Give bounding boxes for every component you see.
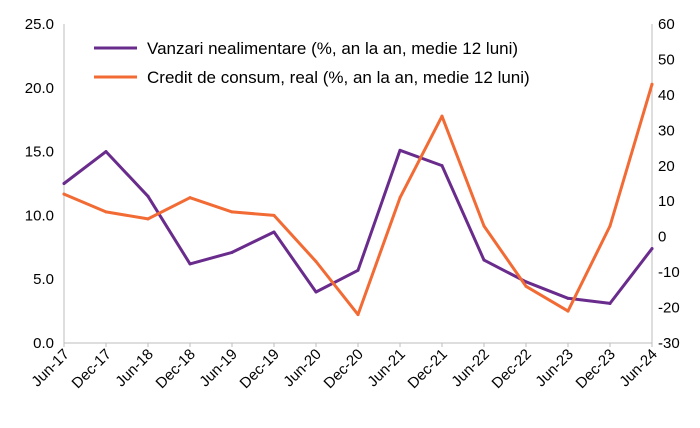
y-left-tick-label: 25.0 [25, 16, 54, 33]
series-line-0 [62, 148, 654, 305]
series-1-point [62, 192, 66, 196]
x-tick-label: Dec-17 [69, 346, 115, 392]
series-1-point [566, 309, 570, 313]
y-right-tick-label: -20 [658, 300, 680, 317]
series-1-point [146, 217, 150, 221]
x-tick-label: Dec-20 [321, 346, 367, 392]
series-0-point [482, 258, 486, 262]
legend-label-credit: Credit de consum, real (%, an la an, med… [147, 68, 530, 87]
y-left-tick-label: 15.0 [25, 144, 54, 161]
series-0-point [314, 290, 318, 294]
y-right-tick-label: 60 [658, 16, 675, 33]
series-1-point [104, 210, 108, 214]
series-1-point [524, 284, 528, 288]
x-tick-label: Jun-23 [532, 346, 576, 390]
legend-label-vanzari: Vanzari nealimentare (%, an la an, medie… [147, 39, 518, 58]
y-left-tick-label: 10.0 [25, 207, 54, 224]
series-0-point [188, 262, 192, 266]
series-0-point [146, 194, 150, 198]
series-1-point [398, 196, 402, 200]
y-right-tick-label: 50 [658, 51, 675, 68]
series-1-point [188, 196, 192, 200]
x-tick-label: Dec-18 [153, 346, 199, 392]
legend: Vanzari nealimentare (%, an la an, medie… [94, 39, 530, 87]
series-0-point [398, 148, 402, 152]
series-0-point [104, 150, 108, 154]
series-1-point [482, 224, 486, 228]
y-right-tick-label: 40 [658, 87, 675, 104]
x-tick-label: Jun-19 [196, 346, 240, 390]
x-tick-label: Jun-22 [448, 346, 492, 390]
series-lines [62, 82, 654, 317]
x-tick-label: Jun-17 [28, 346, 72, 390]
y-right-tick-label: 0 [658, 229, 666, 246]
series-0-point [524, 280, 528, 284]
x-tick-label: Jun-20 [280, 346, 324, 390]
series-1-point [314, 259, 318, 263]
series-0-point [608, 301, 612, 305]
x-tick-label: Jun-18 [112, 346, 156, 390]
y-right-tick-label: 30 [658, 122, 675, 139]
series-0-point [272, 230, 276, 234]
y-left-tick-label: 20.0 [25, 80, 54, 97]
series-0-point [356, 268, 360, 272]
series-0-point [650, 247, 654, 251]
y-right-tick-label: -30 [658, 335, 680, 352]
series-0-point [62, 182, 66, 185]
y-right-tick-label: -10 [658, 264, 680, 281]
series-0-point [230, 250, 234, 254]
series-1-point [272, 213, 276, 217]
x-tick-label: Dec-23 [573, 346, 619, 392]
y-right-tick-label: 10 [658, 193, 675, 210]
x-tick-label: Jun-24 [616, 346, 660, 390]
series-line-1 [62, 82, 654, 317]
x-tick-label: Dec-19 [237, 346, 283, 392]
y-left-tick-label: 5.0 [33, 271, 54, 288]
series-1-point [230, 210, 234, 214]
series-1-point [440, 114, 444, 118]
y-left-tick-label: 0.0 [33, 335, 54, 352]
x-tick-label: Dec-21 [405, 346, 451, 392]
series-1-point [650, 82, 654, 86]
series-0-point [440, 164, 444, 168]
y-right-tick-label: 20 [658, 158, 675, 175]
series-1-point [356, 313, 360, 317]
series-0-point [566, 296, 570, 300]
x-tick-label: Dec-22 [489, 346, 535, 392]
series-1-point [608, 224, 612, 228]
x-tick-label: Jun-21 [364, 346, 408, 390]
